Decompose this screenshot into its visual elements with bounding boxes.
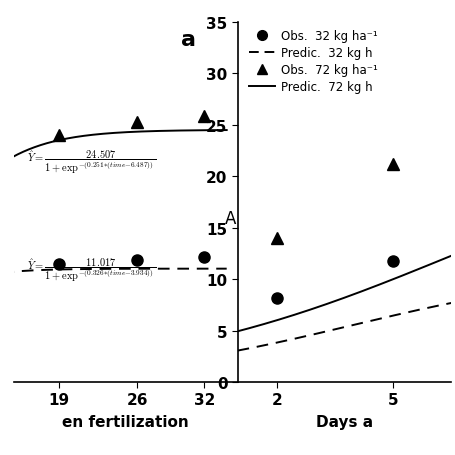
Legend: Obs.  32 kg ha⁻¹, Predic.  32 kg h, Obs.  72 kg ha⁻¹, Predic.  72 kg h: Obs. 32 kg ha⁻¹, Predic. 32 kg h, Obs. 7… — [248, 29, 379, 95]
Text: $\hat{Y} = \dfrac{24.507}{1 + \exp^{-(0.251*(\mathit{time}-6.487))}}$: $\hat{Y} = \dfrac{24.507}{1 + \exp^{-(0.… — [27, 148, 157, 176]
Text: $\hat{Y} = \dfrac{11.017}{1 + \exp^{-(0.326*(\mathit{time}-3.934))}}$: $\hat{Y} = \dfrac{11.017}{1 + \exp^{-(0.… — [27, 257, 157, 284]
X-axis label: Days a: Days a — [315, 415, 372, 430]
X-axis label: en fertilization: en fertilization — [62, 415, 189, 430]
Text: a: a — [181, 30, 196, 50]
Text: A: A — [224, 209, 235, 228]
